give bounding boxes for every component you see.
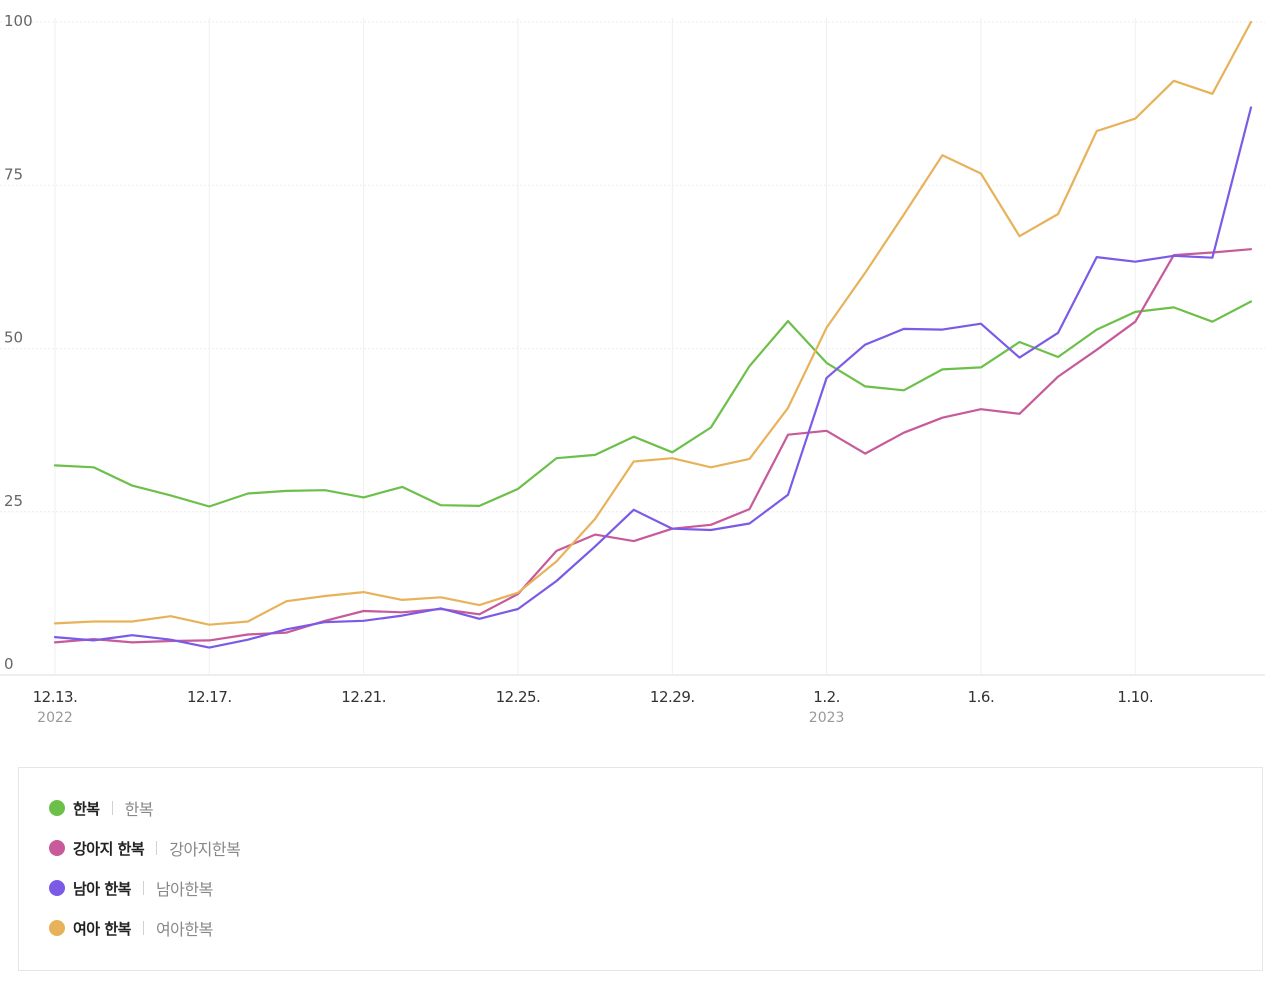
- x-axis-ticks: 12.13. 2022 12.17. 12.21. 12.25. 12.29. 1.2. 20…: [33, 688, 1154, 726]
- legend-name-2: 남아 한복: [73, 879, 131, 898]
- series-line-2[interactable]: [53, 106, 1253, 649]
- y-tick-label: 75: [4, 165, 23, 183]
- legend-item-0[interactable]: 한복 한복: [49, 796, 154, 820]
- legend-dot-0: [49, 800, 65, 816]
- x-tick-label: 12.21.: [341, 688, 386, 706]
- legend-keyword-3: 여아한복: [155, 920, 213, 939]
- series-line-0[interactable]: [53, 300, 1253, 508]
- x-tick-label: 1.6.: [968, 688, 995, 706]
- legend-keyword-2: 남아한복: [155, 880, 213, 899]
- y-axis-ticks: 0 25 50 75 100: [4, 12, 33, 673]
- series-line-3[interactable]: [53, 20, 1253, 626]
- x-tick-label: 12.13.: [33, 688, 78, 706]
- legend-dot-3: [49, 920, 65, 936]
- legend-dot-1: [49, 840, 65, 856]
- legend-separator: [142, 881, 144, 895]
- x-tick-year: 2022: [37, 710, 73, 726]
- legend-keyword-0: 한복: [124, 800, 154, 819]
- legend-name-0: 한복: [73, 799, 100, 818]
- legend-separator: [156, 841, 158, 855]
- legend-separator: [111, 801, 113, 815]
- y-tick-label: 100: [4, 12, 33, 30]
- series-line-1[interactable]: [53, 248, 1253, 644]
- y-tick-label: 0: [4, 655, 14, 673]
- x-tick-label: 1.2.: [813, 688, 840, 706]
- x-tick-label: 12.25.: [496, 688, 541, 706]
- legend-name-1: 강아지 한복: [73, 839, 145, 858]
- y-tick-label: 50: [4, 329, 23, 347]
- legend-dot-2: [49, 880, 65, 896]
- grid-lines: [0, 18, 1265, 676]
- legend-item-3[interactable]: 여아 한복 여아한복: [49, 916, 213, 940]
- x-tick-label: 1.10.: [1117, 688, 1153, 706]
- x-tick-label: 12.17.: [187, 688, 232, 706]
- legend-item-2[interactable]: 남아 한복 남아한복: [49, 876, 213, 900]
- legend-item-1[interactable]: 강아지 한복 강아지한복: [49, 836, 241, 860]
- series-lines: [53, 20, 1253, 649]
- y-tick-label: 25: [4, 492, 23, 510]
- legend-keyword-1: 강아지한복: [169, 840, 241, 859]
- legend-separator: [142, 921, 144, 935]
- legend: 한복 한복 강아지 한복 강아지한복 남아 한복 남아한복 여아 한복 여아한복: [18, 767, 1263, 971]
- x-tick-year: 2023: [809, 710, 845, 726]
- legend-name-3: 여아 한복: [73, 919, 131, 938]
- x-tick-label: 12.29.: [650, 688, 695, 706]
